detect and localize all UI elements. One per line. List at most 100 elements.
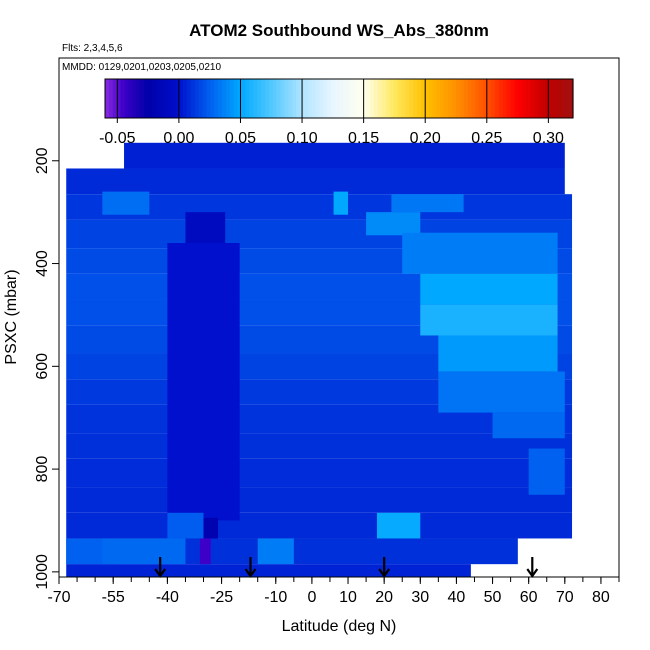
- y-axis: 200 400 600 800 1000: [34, 147, 59, 590]
- colorbar-segment: [420, 79, 426, 118]
- colorbar-segment: [491, 79, 496, 118]
- colorbar-tick-label: 0.30: [533, 130, 564, 147]
- colorbar-segment: [553, 79, 558, 118]
- colorbar-segment: [518, 79, 523, 118]
- colorbar-segment: [350, 79, 356, 118]
- colorbar-segment: [315, 79, 321, 118]
- dates-note: MMDD: 0129,0201,0203,0205,0210: [62, 62, 221, 73]
- colorbar-segment: [307, 79, 313, 118]
- colorbar-segment: [479, 79, 484, 118]
- colorbar-segment: [229, 79, 235, 118]
- colorbar-segment: [237, 79, 243, 118]
- x-tick-label: -40: [156, 589, 179, 606]
- colorbar-segment: [296, 79, 301, 118]
- colorbar-segment: [510, 79, 516, 118]
- heat-cell: [492, 412, 565, 439]
- profile-marker-arrowhead: [154, 568, 167, 578]
- colorbar-segment: [327, 79, 332, 118]
- heat-cell: [66, 564, 471, 577]
- colorbar-segment: [374, 79, 379, 118]
- colorbar-segment: [346, 79, 352, 118]
- colorbar-tick-label: -0.05: [99, 130, 136, 147]
- colorbar-segment: [222, 79, 227, 118]
- colorbar-segment: [467, 79, 473, 118]
- x-tick-label: 10: [339, 589, 357, 606]
- heat-cell: [66, 487, 573, 513]
- colorbar-segment: [272, 79, 278, 118]
- colorbar-segment: [167, 79, 172, 118]
- colorbar-segment: [155, 79, 161, 118]
- colorbar-segment: [144, 79, 149, 118]
- colorbar-segment: [432, 79, 438, 118]
- colorbar-segment: [389, 79, 395, 118]
- heatmap-cells: [66, 142, 573, 577]
- x-tick-label: 50: [484, 589, 502, 606]
- colorbar-segment: [401, 79, 406, 118]
- colorbar-segment: [413, 79, 418, 118]
- x-tick-label: -55: [102, 589, 125, 606]
- colorbar-segment: [397, 79, 402, 118]
- heat-cell: [66, 512, 573, 539]
- heat-cell: [528, 448, 565, 495]
- colorbar-segment: [241, 79, 246, 118]
- heat-cell: [66, 458, 573, 488]
- colorbar-segment: [175, 79, 180, 118]
- colorbar-segment: [288, 79, 293, 118]
- heat-cell: [167, 242, 240, 521]
- profile-marker-arrowhead: [526, 568, 539, 578]
- flights-note: Flts: 2,3,4,5,6: [62, 43, 123, 54]
- colorbar-segment: [335, 79, 340, 118]
- colorbar-segment: [280, 79, 285, 118]
- heat-cell: [185, 212, 226, 243]
- colorbar-segment: [136, 79, 141, 118]
- colorbar-segment: [452, 79, 457, 118]
- heat-cell: [438, 371, 565, 413]
- colorbar-segment: [475, 79, 480, 118]
- colorbar-segment: [506, 79, 512, 118]
- colorbar-tick-label: 0.20: [410, 130, 441, 147]
- colorbar-segment: [214, 79, 219, 118]
- x-axis-label: Latitude (deg N): [282, 618, 397, 635]
- colorbar-segment: [436, 79, 441, 118]
- colorbar-frame: [104, 78, 574, 119]
- colorbar-segment: [358, 79, 363, 118]
- colorbar-segment: [253, 79, 258, 118]
- colorbar-segment: [557, 79, 562, 118]
- colorbar-segment: [245, 79, 250, 118]
- colorbar-segment: [354, 79, 360, 118]
- colorbar-segment: [339, 79, 344, 118]
- colorbar-segment: [218, 79, 223, 118]
- colorbar-segment: [534, 79, 539, 118]
- colorbar: -0.05 0.00 0.05 0.10 0.15 0.20 0.25 0.30: [99, 78, 574, 147]
- heat-cell: [124, 142, 565, 169]
- heat-cell: [402, 232, 558, 274]
- x-tick-label: 80: [592, 589, 610, 606]
- y-tick-label: 800: [34, 456, 51, 483]
- x-tick-label: 20: [375, 589, 393, 606]
- colorbar-segment: [471, 79, 477, 118]
- colorbar-segment: [385, 79, 391, 118]
- heat-cell: [333, 191, 349, 215]
- heat-cell: [102, 538, 186, 565]
- colorbar-segment: [128, 79, 133, 118]
- x-tick-label: 70: [556, 589, 574, 606]
- colorbar-segment: [541, 79, 547, 118]
- colorbar-segment: [116, 79, 122, 118]
- colorbar-segment: [366, 79, 371, 118]
- colorbar-segment: [498, 79, 504, 118]
- x-tick-label: 60: [520, 589, 538, 606]
- colorbar-segment: [487, 79, 492, 118]
- colorbar-segment: [140, 79, 145, 118]
- colorbar-segment: [342, 79, 348, 118]
- colorbar-segment: [303, 79, 309, 118]
- colorbar-segment: [108, 79, 114, 118]
- heat-cell: [420, 304, 558, 336]
- colorbar-segment: [424, 79, 430, 118]
- colorbar-segment: [268, 79, 274, 118]
- colorbar-segment: [183, 79, 188, 118]
- colorbar-segment: [502, 79, 508, 118]
- colorbar-segment: [522, 79, 527, 118]
- colorbar-segment: [171, 79, 176, 118]
- colorbar-segment: [393, 79, 399, 118]
- heat-cell: [366, 212, 421, 236]
